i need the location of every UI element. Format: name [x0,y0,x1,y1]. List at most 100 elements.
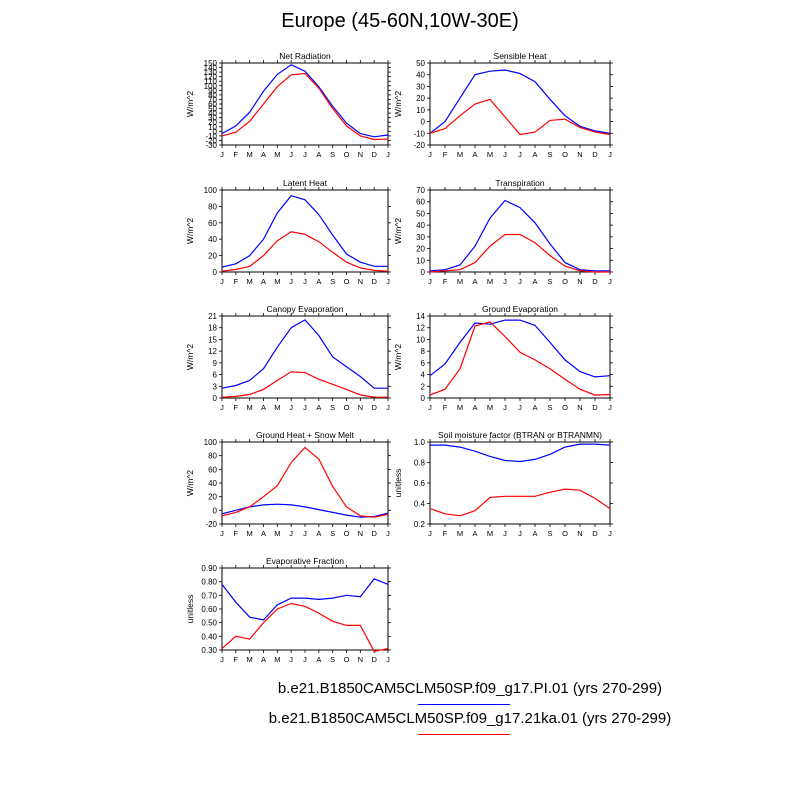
x-tick-label: J [518,277,522,286]
y-tick-label: 60 [416,198,425,207]
x-tick-label: J [289,403,293,412]
y-tick-label: 10 [208,123,217,132]
y-tick-label: -20 [205,136,217,145]
plot-frame [221,189,389,273]
x-tick-label: O [344,655,350,664]
plot-frame [429,441,611,525]
x-tick-label: A [532,150,537,159]
x-tick-label: J [289,150,293,159]
x-tick-label: M [274,529,280,538]
y-tick-label: 0.8 [414,459,426,468]
chart-title: Sensible Heat [494,51,548,61]
x-tick-label: J [503,403,507,412]
x-tick-label: J [503,529,507,538]
x-tick-label: J [428,150,432,159]
y-axis-label: unitless [185,595,195,624]
x-tick-label: O [562,277,568,286]
chart-title: Ground Heat + Snow Melt [256,430,355,440]
x-tick-label: D [371,655,377,664]
x-tick-label: F [443,277,448,286]
x-tick-label: S [330,403,335,412]
y-tick-label: 8 [421,347,426,356]
series-line-pi [429,199,610,272]
x-tick-label: O [562,529,568,538]
y-tick-label: 0 [213,506,218,515]
y-tick-label: 15 [208,335,217,344]
legend-line-21ka [418,734,510,735]
x-tick-label: J [503,277,507,286]
x-tick-label: J [503,150,507,159]
y-tick-label: 50 [208,105,217,114]
chart-title: Canopy Evaporation [266,304,343,314]
chart-title: Transpiration [495,178,545,188]
y-tick-label: 12 [208,347,217,356]
y-tick-label: -10 [205,132,217,141]
series-line-pi [221,319,388,389]
x-tick-label: J [428,277,432,286]
y-tick-label: 0.30 [201,646,217,655]
y-tick-label: 0.60 [201,605,217,614]
x-tick-label: M [247,655,253,664]
x-tick-label: A [472,150,477,159]
x-tick-label: J [303,277,307,286]
y-tick-label: 0.6 [414,479,426,488]
plot-frame [221,62,389,146]
x-tick-label: J [289,277,293,286]
series-line-pi [221,64,389,138]
y-tick-label: 0.2 [414,520,426,529]
plot-frame [429,62,611,146]
x-tick-label: M [457,403,463,412]
y-tick-label: 0.80 [201,578,217,587]
x-tick-label: A [316,529,321,538]
x-tick-label: N [577,277,582,286]
x-tick-label: J [220,277,224,286]
x-tick-label: A [472,403,477,412]
x-tick-label: N [577,529,582,538]
y-tick-label: 30 [416,233,425,242]
x-tick-label: J [386,150,390,159]
x-tick-label: A [261,150,266,159]
x-tick-label: N [358,403,363,412]
y-tick-label: 0.90 [201,564,217,573]
x-tick-label: F [234,277,239,286]
y-tick-label: 130 [204,68,218,77]
y-tick-label: 70 [208,95,217,104]
y-tick-label: 80 [208,452,217,461]
x-tick-label: F [443,403,448,412]
chart-panel-8: Soil moisture factor (BTRAN or BTRANMN) 0… [393,430,613,538]
x-tick-label: J [608,150,612,159]
x-tick-label: A [472,277,477,286]
x-tick-label: D [592,529,598,538]
x-tick-label: M [457,529,463,538]
x-tick-label: A [316,150,321,159]
y-tick-label: 30 [208,114,217,123]
x-tick-label: D [592,150,598,159]
x-tick-label: M [274,150,280,159]
x-tick-label: O [344,277,350,286]
x-tick-label: O [344,529,350,538]
x-tick-label: S [547,529,552,538]
y-tick-label: 20 [208,252,217,261]
y-tick-label: 0 [213,394,218,403]
y-tick-label: 0 [421,118,426,127]
x-tick-label: M [274,655,280,664]
chart-title: Soil moisture factor (BTRAN or BTRANMN) [438,430,602,440]
x-tick-label: F [234,655,239,664]
x-tick-label: D [592,403,598,412]
x-tick-label: J [386,403,390,412]
x-tick-label: J [608,277,612,286]
x-tick-label: A [472,529,477,538]
y-tick-label: 6 [213,371,218,380]
y-tick-label: 40 [416,221,425,230]
x-tick-label: S [330,277,335,286]
x-tick-label: A [261,403,266,412]
x-tick-label: A [532,529,537,538]
x-tick-label: M [274,403,280,412]
y-tick-label: 0.4 [414,500,426,509]
y-tick-label: -20 [205,520,217,529]
y-tick-label: 18 [208,324,217,333]
x-tick-label: A [261,277,266,286]
